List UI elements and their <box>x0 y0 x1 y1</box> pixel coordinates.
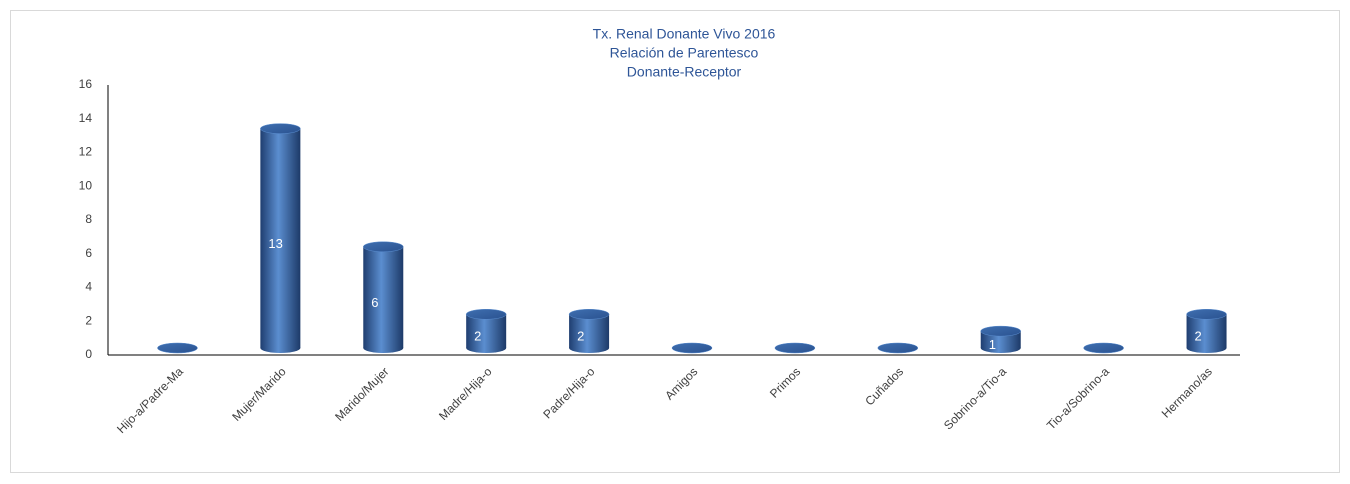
cylinder-top <box>1083 342 1124 354</box>
cylinder <box>980 325 1021 353</box>
cylinder-top <box>877 342 919 354</box>
y-tick-label: 4 <box>85 280 92 294</box>
y-tick-label: 6 <box>85 246 92 260</box>
cylinder-top <box>671 342 713 354</box>
chart-title: Tx. Renal Donante Vivo 2016 <box>593 26 776 42</box>
chart-title: Donante-Receptor <box>627 64 742 80</box>
bar <box>466 314 507 348</box>
data-label: 2 <box>1195 329 1202 344</box>
data-label: 13 <box>268 236 282 251</box>
cylinder <box>465 309 507 353</box>
cylinder-top <box>980 325 1021 337</box>
cylinder-top <box>568 309 610 320</box>
cylinder <box>1186 309 1227 353</box>
cylinder-top <box>774 342 816 354</box>
cylinder <box>363 241 404 353</box>
cylinder-top <box>157 342 198 354</box>
cylinder <box>774 342 816 354</box>
bar <box>363 246 404 348</box>
cylinder <box>157 342 198 354</box>
bar <box>1186 314 1227 348</box>
cylinder <box>1083 342 1124 354</box>
y-tick-label: 12 <box>79 145 93 159</box>
data-label: 2 <box>474 329 481 344</box>
cylinder-top <box>363 241 404 252</box>
chart-title: Relación de Parentesco <box>610 45 759 61</box>
cylinder-top <box>1186 309 1227 320</box>
cylinder <box>568 309 610 353</box>
y-tick-label: 2 <box>85 313 92 327</box>
cylinder <box>877 342 919 354</box>
cylinder-top <box>260 123 301 134</box>
bar <box>260 128 301 348</box>
cylinder-top <box>465 309 507 320</box>
bar <box>569 314 610 348</box>
data-label: 1 <box>989 337 996 352</box>
y-tick-label: 10 <box>79 178 93 192</box>
cylinder <box>260 123 301 353</box>
data-label: 6 <box>371 295 378 310</box>
y-tick-label: 8 <box>85 212 92 226</box>
y-tick-label: 14 <box>79 111 93 125</box>
y-tick-label: 16 <box>79 77 93 91</box>
chart-frame <box>10 10 1340 473</box>
y-tick-label: 0 <box>85 347 92 361</box>
data-label: 2 <box>577 329 584 344</box>
cylinder <box>671 342 713 354</box>
